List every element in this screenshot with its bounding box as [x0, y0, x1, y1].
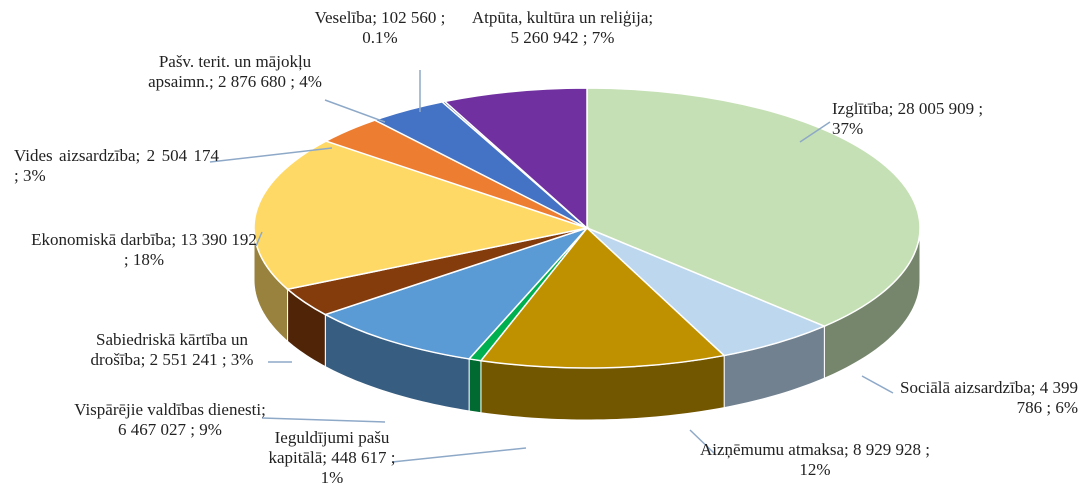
label-separator: ;	[322, 448, 328, 467]
label-value: 5 260 942	[510, 28, 579, 47]
label-separator: ;	[888, 99, 894, 118]
leader-lines	[209, 70, 894, 463]
slice-side	[468, 358, 482, 414]
label-percent: 3%	[22, 166, 46, 185]
label-separator: ;	[221, 350, 227, 369]
label-value: 448 617	[331, 448, 387, 467]
label-separator: ;	[140, 350, 146, 369]
label-category: Pašv. terit. un mājokļu apsaimn.	[148, 52, 312, 91]
leader-line	[255, 231, 263, 247]
leader-line	[861, 375, 894, 394]
label-separator: ;	[290, 72, 295, 91]
slice	[443, 87, 588, 230]
slice	[323, 226, 590, 360]
label-separator: ;	[135, 146, 141, 165]
leader-line	[209, 147, 333, 163]
label-separator: ;	[209, 72, 214, 91]
slice	[479, 226, 726, 369]
data-label: Vides aizsardzība; 2 504 174 ; 3%	[14, 146, 219, 186]
label-separator: ;	[372, 8, 377, 27]
data-label: Vispārējie valdības dienesti; 6 467 027 …	[70, 400, 270, 440]
label-separator: ;	[978, 99, 984, 118]
label-value: 6 467 027	[118, 420, 187, 439]
label-separator: ;	[261, 400, 266, 419]
label-percent: 3%	[230, 350, 254, 369]
label-category: Sociālā aizsardzība	[900, 378, 1031, 397]
label-percent: 37%	[832, 119, 864, 138]
slice	[586, 87, 921, 328]
leader-line	[261, 417, 386, 423]
label-separator: ;	[123, 250, 129, 269]
label-category: Izglītība	[832, 99, 889, 118]
label-value: 102 560	[381, 8, 437, 27]
label-percent: 6%	[1055, 398, 1078, 417]
slice	[586, 227, 827, 357]
label-separator: ;	[1030, 378, 1036, 397]
label-separator: ;	[1046, 398, 1052, 417]
label-value: 2 551 241	[149, 350, 218, 369]
leader-line	[799, 121, 831, 143]
data-label: Ekonomiskā darbība; 13 390 192 ; 18%	[28, 230, 260, 270]
label-separator: ;	[440, 8, 446, 27]
data-label: Aizņēmumu atmaksa; 8 929 928 ; 12%	[700, 440, 930, 480]
data-label: Sabiedriskā kārtība un drošība; 2 551 24…	[72, 330, 272, 370]
label-category: Veselība	[314, 8, 373, 27]
label-separator: ;	[582, 28, 588, 47]
data-label: Sociālā aizsardzība; 4 399 786 ; 6%	[888, 378, 1078, 418]
data-label: Ieguldījumi pašu kapitālā; 448 617 ; 1%	[262, 428, 402, 488]
data-label: Atpūta, kultūra un reliģija; 5 260 942 ;…	[470, 8, 655, 48]
label-percent: 1%	[320, 468, 344, 487]
label-percent: 7%	[591, 28, 615, 47]
label-category: Vispārējie valdības dienesti	[74, 400, 262, 419]
label-category: Aizņēmumu atmaksa	[700, 440, 845, 459]
label-value: 2 876 680	[217, 72, 286, 91]
label-percent: 12%	[799, 460, 831, 479]
label-percent: 9%	[199, 420, 222, 439]
label-separator: ;	[390, 448, 396, 467]
label-value: 13 390 192	[180, 230, 257, 249]
slice	[253, 140, 590, 291]
label-separator: ;	[14, 166, 19, 185]
data-label: Pašv. terit. un mājokļu apsaimn.; 2 876 …	[140, 52, 330, 92]
leader-line	[689, 429, 717, 456]
label-value: 28 005 909	[897, 99, 975, 118]
label-percent: 18%	[132, 250, 165, 269]
label-percent: 0.1%	[362, 28, 398, 47]
leader-line	[324, 99, 386, 123]
label-value: 2 504 174	[146, 146, 220, 165]
label-category: Ekonomiskā darbība	[31, 230, 172, 249]
leader-line	[391, 447, 527, 463]
label-value: 4 399 786	[1016, 378, 1078, 417]
label-separator: ;	[844, 440, 849, 459]
slice-tops	[253, 87, 921, 369]
label-separator: ;	[190, 420, 196, 439]
label-category: Vides aizsardzība	[14, 146, 136, 165]
label-separator: ;	[925, 440, 930, 459]
label-separator: ;	[171, 230, 177, 249]
label-percent: 4%	[299, 72, 322, 91]
label-category: Atpūta, kultūra un reliģija	[471, 8, 649, 27]
label-separator: ;	[648, 8, 654, 27]
data-label: Veselība; 102 560 ; 0.1%	[300, 8, 460, 48]
label-category: Sabiedriskā kārtība un drošība	[90, 330, 248, 369]
slice-sides	[253, 227, 921, 421]
label-category: Ieguldījumi pašu kapitālā	[268, 428, 390, 467]
data-label: Izglītība; 28 005 909 ; 37%	[832, 99, 1017, 139]
label-value: 8 929 928	[853, 440, 921, 459]
